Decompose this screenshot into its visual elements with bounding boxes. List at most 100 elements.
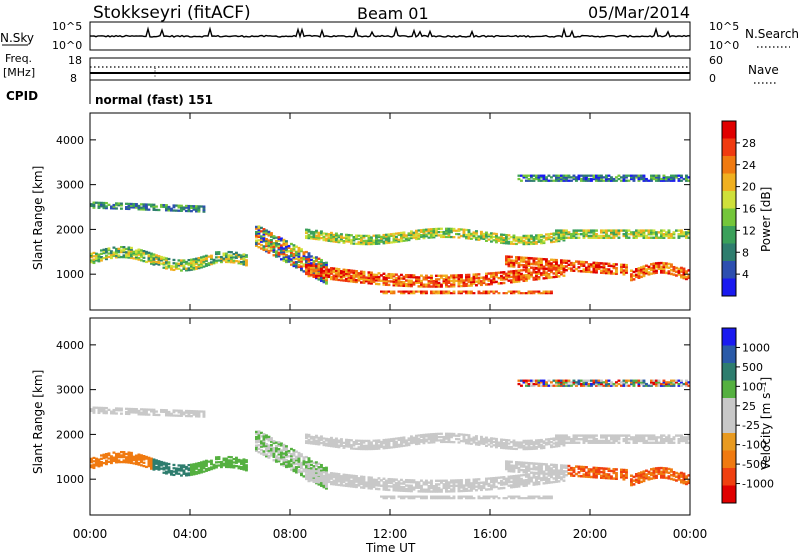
- power-cell: [205, 254, 208, 257]
- velocity-cell: [545, 466, 548, 470]
- power-cell: [422, 276, 426, 279]
- velocity-cell: [202, 462, 206, 465]
- power-cell: [425, 274, 428, 277]
- power-cell: [547, 292, 551, 295]
- power-cell: [412, 290, 416, 293]
- power-cell: [217, 256, 221, 259]
- velocity-cell: [152, 465, 156, 468]
- velocity-cell: [542, 445, 546, 448]
- power-cell: [127, 251, 131, 254]
- velocity-cell: [285, 464, 288, 467]
- power-cell: [375, 277, 378, 280]
- power-cell: [155, 254, 158, 257]
- velocity-cell: [417, 490, 421, 493]
- power-cell: [615, 232, 618, 236]
- power-cell: [187, 258, 191, 262]
- velocity-cell: [265, 453, 268, 456]
- power-cell: [330, 268, 333, 272]
- power-cell: [452, 281, 456, 284]
- velocity-cell: [307, 474, 311, 477]
- power-cell: [360, 272, 363, 275]
- velocity-cell: [262, 450, 266, 453]
- power-cell: [262, 240, 266, 243]
- velocity-cell: [560, 382, 563, 386]
- power-cell: [280, 252, 283, 256]
- velocity-cell: [565, 382, 568, 386]
- power-cell: [330, 267, 333, 270]
- velocity-cell: [110, 461, 113, 465]
- power-cell: [652, 262, 656, 266]
- velocity-cell: [592, 434, 596, 437]
- velocity-cell: [370, 478, 373, 481]
- power-cell: [447, 292, 451, 295]
- power-cell: [592, 236, 596, 239]
- velocity-cell: [267, 454, 271, 458]
- power-cell: [335, 273, 338, 276]
- velocity-cell: [402, 480, 406, 484]
- velocity-cell: [355, 447, 358, 450]
- power-cell: [495, 273, 498, 276]
- velocity-cell: [105, 462, 108, 466]
- velocity-cell: [467, 495, 471, 498]
- power-cell: [530, 241, 533, 244]
- velocity-cell: [392, 495, 396, 498]
- power-cell: [567, 267, 571, 270]
- power-cell: [137, 250, 141, 253]
- power-cell: [520, 241, 523, 244]
- velocity-cell: [587, 379, 591, 382]
- velocity-cell: [260, 442, 263, 445]
- power-cell: [105, 251, 108, 254]
- power-cell: [347, 278, 351, 281]
- velocity-cell: [575, 437, 578, 441]
- power-cell: [312, 237, 316, 240]
- velocity-cell: [332, 481, 336, 484]
- power-cell: [350, 269, 353, 272]
- power-cell: [505, 242, 508, 245]
- power-cell: [585, 234, 588, 238]
- velocity-cell: [257, 433, 261, 437]
- velocity-cell: [465, 442, 468, 445]
- power-cell: [362, 277, 366, 281]
- velocity-cell: [547, 441, 551, 444]
- velocity-cell: [397, 487, 401, 490]
- velocity-cell: [415, 482, 418, 486]
- power-cell: [325, 263, 328, 266]
- velocity-cell: [345, 443, 348, 446]
- velocity-cell: [580, 465, 583, 469]
- velocity-cell: [312, 461, 316, 464]
- velocity-cell: [537, 470, 541, 473]
- velocity-cell: [295, 459, 298, 462]
- velocity-cell: [540, 477, 543, 480]
- velocity-cell: [405, 478, 408, 482]
- velocity-cell: [185, 465, 188, 469]
- velocity-cell: [325, 444, 328, 447]
- power-cell: [537, 265, 541, 268]
- power-cell: [475, 275, 478, 278]
- power-cell: [305, 265, 308, 268]
- velocity-cell: [560, 464, 563, 467]
- power-cell: [352, 242, 356, 245]
- velocity-cell: [367, 444, 371, 447]
- power-cell: [135, 206, 138, 209]
- power-cell: [580, 174, 583, 177]
- power-cell: [585, 231, 588, 234]
- power-cell: [150, 259, 153, 262]
- velocity-cell: [457, 441, 461, 444]
- power-cell: [297, 264, 301, 267]
- velocity-cell: [387, 446, 391, 449]
- power-cell: [462, 290, 466, 293]
- power-cell: [525, 262, 528, 265]
- velocity-cell: [152, 460, 156, 463]
- velocity-cell: [205, 463, 208, 466]
- power-cell: [550, 266, 553, 269]
- velocity-cell: [572, 434, 576, 437]
- velocity-cell: [445, 488, 448, 491]
- velocity-cell: [152, 461, 156, 464]
- velocity-cell: [465, 438, 468, 442]
- velocity-cell: [92, 411, 96, 414]
- power-cell: [285, 255, 288, 258]
- velocity-cell: [112, 410, 116, 413]
- power-cell: [655, 176, 658, 179]
- power-cell: [450, 227, 453, 230]
- velocity-cell: [447, 432, 451, 435]
